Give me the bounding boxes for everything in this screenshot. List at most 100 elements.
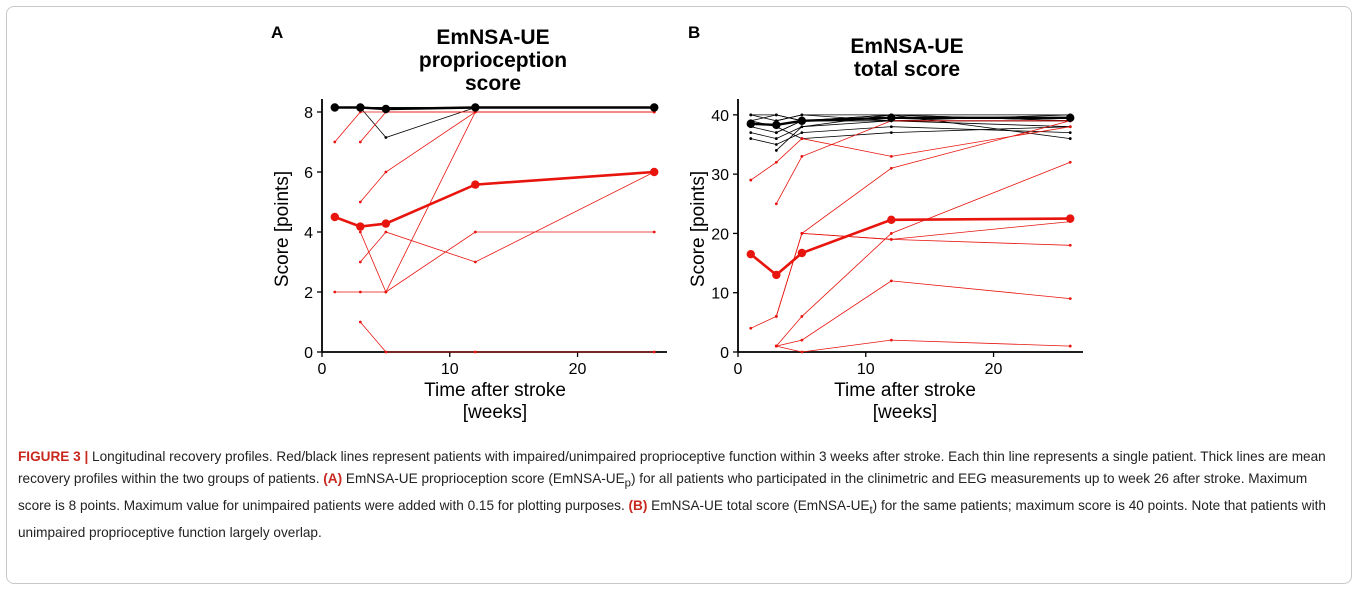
panel-a-impaired-mean-point: [471, 180, 480, 189]
panel-b-impaired-patient-point: [1068, 160, 1072, 164]
panel-b-unimpaired-mean-point: [1066, 113, 1075, 123]
panel-b-impaired-patient-point: [800, 315, 804, 318]
panel-a-impaired-patient-point: [358, 200, 362, 204]
panel-a-y-tick-label: 8: [304, 105, 313, 122]
panel-b-unimpaired-patient-point: [774, 143, 778, 146]
panel-b-impaired-patient-point: [800, 350, 804, 354]
panel-b-impaired-patient-point: [749, 178, 753, 182]
caption-label-b: (B): [628, 497, 648, 513]
panel-b-impaired-patient-line: [775, 161, 1071, 347]
panel-b-unimpaired-patient-point: [774, 113, 778, 117]
panel-a-unimpaired-patient-point: [384, 136, 388, 139]
panel-b-unimpaired-patient-point: [1068, 137, 1072, 140]
panel-b-impaired-mean-point: [746, 249, 755, 259]
caption-text-2: EmNSA-UE proprioception score (EmNSA-UE: [342, 470, 625, 486]
panel-a-title-line3: score: [465, 72, 521, 95]
panel-b-impaired-patient-point: [1068, 125, 1072, 129]
panel-b-impaired-patient-point: [1068, 344, 1072, 348]
panel-a-title-line1: EmNSA-UE: [436, 26, 549, 49]
panel-a-impaired-patient-point: [652, 230, 656, 234]
panel-a-y-tick-label: 4: [304, 225, 313, 242]
panel-b-impaired-patient-point: [889, 338, 893, 342]
panel-b-impaired-patient-point: [1068, 297, 1072, 301]
panel-b-unimpaired-patient-point: [800, 125, 804, 129]
panel-a-impaired-patient-point: [384, 290, 388, 294]
panel-a-impaired-patient-line: [359, 111, 655, 203]
panel-a-ylabel: Score [points]: [272, 171, 293, 287]
figure-caption: FIGURE 3 | Longitudinal recovery profile…: [18, 446, 1343, 543]
panel-a-unimpaired-mean-point: [330, 103, 339, 112]
panel-b-y-tick-label: 20: [711, 226, 729, 243]
panel-b-unimpaired-patient-point: [889, 131, 893, 135]
panel-b-impaired-mean-point: [797, 248, 807, 258]
panel-b-unimpaired-patient-point: [774, 131, 778, 135]
panel-a-xlabel-line1: Time after stroke: [424, 380, 566, 401]
panel-a-impaired-patient-line: [359, 111, 655, 143]
caption-label: FIGURE 3 |: [18, 449, 89, 464]
panel-b-impaired-mean-point: [772, 270, 781, 280]
panel-a-impaired-mean-point: [650, 167, 659, 177]
panel-b-unimpaired-mean-point: [887, 113, 896, 123]
panel-b-unimpaired-patient-point: [1068, 131, 1072, 135]
panel-b-xlabel-line1: Time after stroke: [834, 380, 976, 401]
panel-a-impaired-mean-line: [334, 170, 655, 228]
panel-a-impaired-patient-point: [384, 170, 388, 174]
panel-a-impaired-patient-point: [358, 140, 362, 144]
panel-b-impaired-patient-point: [774, 315, 778, 318]
panel-b-title-line2: total score: [854, 58, 960, 81]
panel-b-impaired-patient-point: [1068, 243, 1072, 247]
panel-a-x-tick-label: 20: [569, 361, 587, 378]
panel-b-unimpaired-mean-point: [797, 116, 807, 125]
panel-b-ylabel: Score [points]: [688, 171, 709, 287]
caption-label-a: (A): [323, 470, 343, 486]
panel-b-x-tick-label: 10: [857, 361, 875, 378]
caption-sub-b: t: [869, 504, 873, 517]
panel-b-unimpaired-patient-point: [749, 113, 753, 117]
panel-a-impaired-patient-point: [384, 350, 388, 354]
panel-b-impaired-mean-point: [1066, 214, 1075, 223]
panel-b-impaired-patient-point: [889, 166, 893, 170]
panel-b-impaired-patient-point: [889, 232, 893, 235]
panel-a-x-tick-label: 0: [318, 361, 327, 378]
panel-a-impaired-patient-point: [473, 230, 477, 234]
panel-b-unimpaired-patient-point: [889, 125, 893, 129]
panel-a-unimpaired-mean-point: [381, 104, 391, 114]
panel-b-y-tick-label: 40: [711, 108, 729, 125]
panel-a-impaired-patient-point: [358, 230, 362, 234]
panel-b-letter: B: [688, 23, 700, 42]
panel-a-impaired-mean-point: [381, 219, 391, 228]
panel-a-impaired-patient-point: [473, 260, 477, 264]
panel-a-impaired-patient-line: [359, 321, 655, 353]
panel-b-y-tick-label: 10: [711, 286, 729, 303]
panel-b-impaired-patient-point: [889, 154, 893, 158]
panel-b-impaired-patient-point: [889, 237, 893, 241]
panel-a-impaired-patient-line: [359, 171, 655, 263]
panel-b-impaired-patient-line: [775, 120, 1071, 204]
panel-b-unimpaired-patient-point: [800, 131, 804, 135]
panel-a-impaired-mean-point: [330, 212, 339, 222]
panel-a-plot: 0 2 4 6 8 0 10 20: [304, 99, 667, 378]
panel-b-impaired-patient-point: [800, 137, 804, 140]
caption-sub-a: p: [624, 477, 631, 490]
panel-b-impaired-patient-point: [774, 344, 778, 348]
caption-text-5: ) for the same patients; maximum score i…: [18, 497, 1326, 540]
panel-b-x-tick-label: 0: [734, 361, 743, 378]
panel-b-impaired-patient-point: [800, 338, 804, 342]
panel-b-unimpaired-patient-point: [749, 137, 753, 140]
panel-a-impaired-patient-line: [334, 111, 655, 293]
panel-b-y-tick-label: 0: [720, 345, 729, 362]
panel-a-impaired-patient-line: [359, 231, 655, 293]
panel-a-unimpaired-mean-point: [650, 103, 659, 112]
panel-a-y-tick-label: 2: [304, 285, 313, 302]
figure-charts: A EmNSA-UE proprioception score Score [p…: [271, 23, 1083, 423]
panel-a-impaired-patient-point: [358, 290, 362, 294]
panel-b-impaired-patient-point: [889, 279, 893, 283]
panel-b-impaired-patient-point: [800, 154, 804, 158]
panel-b-x-tick-label: 20: [985, 361, 1003, 378]
panel-b-y-tick-label: 30: [711, 167, 729, 184]
caption-text-4: EmNSA-UE total score (EmNSA-UE: [647, 497, 870, 513]
panel-b-impaired-patient-line: [750, 221, 1071, 329]
panel-b-xlabel-line2: [weeks]: [873, 402, 937, 423]
panel-b-title-line1: EmNSA-UE: [850, 35, 963, 58]
panel-a-impaired-patient-point: [384, 230, 388, 234]
